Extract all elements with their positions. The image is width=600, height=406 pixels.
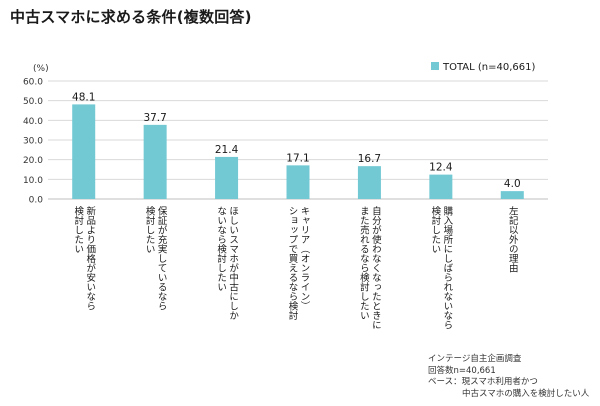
source-line: 回答数n=40,661 <box>428 365 496 376</box>
x-category-label: ほしいスマホが中古にしか <box>227 206 239 320</box>
x-category-label: 検討したい <box>144 205 156 253</box>
x-category-label: キャリア（オンライン） <box>299 206 311 311</box>
x-category-label: 自分が使わなくなったときに <box>370 205 382 329</box>
y-tick-label: 50.0 <box>23 97 43 107</box>
x-category-label: ショップで買えるなら検討 <box>287 206 299 321</box>
bar <box>143 124 167 199</box>
bar-value-label: 17.1 <box>286 152 309 164</box>
source-note: インテージ自主企画調査 回答数n=40,661 ベース：現スマホ利用者かつ 中古… <box>428 354 589 400</box>
bar <box>215 156 239 199</box>
x-category-label: 新品より価格が安いなら <box>84 205 96 310</box>
bar <box>429 174 453 199</box>
x-category-label: ないなら検討したい <box>215 206 227 292</box>
x-category-label: 保証が充実しているなら <box>156 205 168 310</box>
bar <box>357 166 381 199</box>
bar-value-label: 48.1 <box>72 91 95 103</box>
y-tick-label: 60.0 <box>23 78 43 88</box>
y-tick-label: 20.0 <box>23 156 43 166</box>
bar-value-label: 12.4 <box>429 162 453 174</box>
x-category-label: 購入場所にしばられないなら <box>441 205 453 329</box>
bar <box>72 104 96 199</box>
source-line: 中古スマホの購入を検討したい人 <box>428 388 590 399</box>
source-line: ベース：現スマホ利用者かつ <box>428 377 538 387</box>
bar-value-label: 21.4 <box>215 144 239 156</box>
bar <box>500 191 524 199</box>
x-category-label: 検討したい <box>72 205 84 253</box>
bar-value-label: 4.0 <box>504 178 521 190</box>
y-tick-label: 10.0 <box>23 176 43 186</box>
x-category-label: 検討したい <box>429 205 441 253</box>
y-tick-label: 0.0 <box>29 196 44 206</box>
bar-value-label: 37.7 <box>143 112 166 124</box>
chart-title: 中古スマホに求める条件(複数回答) <box>10 8 252 26</box>
source-line: インテージ自主企画調査 <box>428 354 522 364</box>
y-tick-label: 30.0 <box>23 137 43 147</box>
legend-label: TOTAL (n=40,661) <box>442 62 536 73</box>
bar <box>286 165 310 199</box>
legend-swatch <box>431 62 439 70</box>
x-category-label: 左記以外の理由 <box>507 205 519 273</box>
y-tick-label: 40.0 <box>23 117 43 127</box>
bar-value-label: 16.7 <box>358 153 381 165</box>
x-category-label: また売れるなら検討したい <box>358 206 370 320</box>
y-unit-label: (%) <box>33 64 49 74</box>
